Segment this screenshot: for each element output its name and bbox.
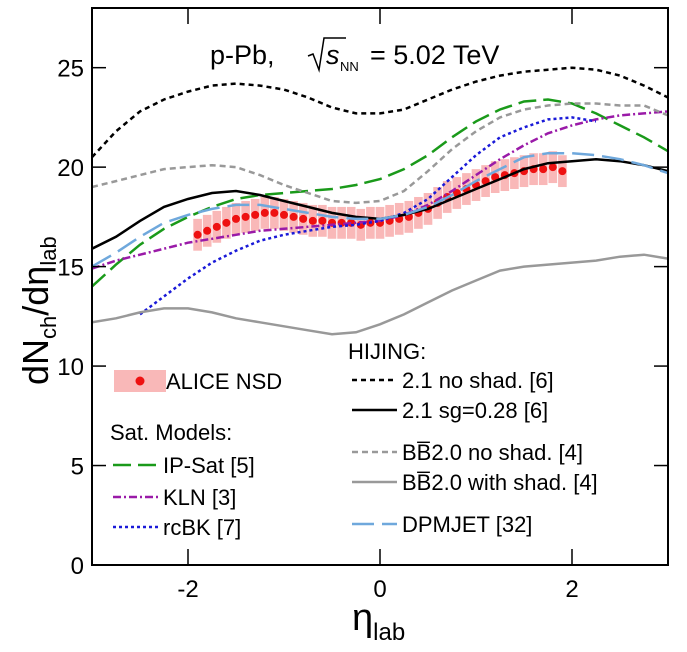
data-point (203, 226, 212, 235)
legend-marker (135, 376, 145, 386)
data-point (212, 222, 221, 231)
legend-label: ALICE NSD (166, 369, 282, 394)
data-point (280, 210, 288, 219)
legend-label: IP-Sat [5] (163, 453, 255, 478)
legend-label: BB̅2.0 no shad. [4] (402, 440, 583, 465)
plot-frame (91, 7, 669, 566)
series-line (92, 110, 668, 270)
data-point (318, 216, 327, 225)
series-line (139, 116, 597, 316)
y-tick-label: 20 (57, 155, 84, 182)
chart-title: = 5.02 TeV (370, 40, 499, 70)
series-line (92, 98, 668, 288)
sqrt-sign (307, 37, 346, 73)
legend-group: HIJING: (348, 339, 426, 364)
data-point (548, 163, 557, 172)
data-point (558, 167, 567, 176)
data-point (270, 208, 279, 217)
data-point (299, 214, 308, 223)
data-point (251, 210, 260, 219)
series-line (92, 253, 668, 336)
chart-title: p-Pb, (210, 40, 275, 70)
series-line (92, 151, 668, 268)
y-tick-label: 5 (71, 454, 84, 481)
legend-label: rcBK [7] (163, 515, 241, 540)
data-point (193, 230, 202, 239)
x-axis-label: ηlab (352, 597, 405, 646)
legend-label: KLN [3] (163, 485, 236, 510)
data-point (289, 212, 298, 221)
legend-label: BB̅2.0 with shad. [4] (402, 470, 598, 495)
data-point (539, 165, 548, 174)
data-point (260, 208, 269, 217)
y-tick-label: 0 (71, 553, 84, 580)
x-tick-label: 2 (565, 576, 578, 603)
chart-title: s (326, 40, 340, 70)
x-tick-label: -2 (177, 576, 198, 603)
legend-label: 2.1 no shad. [6] (402, 368, 554, 393)
chart-title: NN (340, 59, 359, 74)
plot (92, 66, 668, 336)
legend-label: DPMJET [32] (402, 512, 532, 537)
data-point (308, 216, 317, 225)
legend-label: 2.1 sg=0.28 [6] (402, 398, 548, 423)
series-line (92, 66, 668, 159)
data-point (222, 218, 231, 227)
legend-group: Sat. Models: (110, 420, 232, 445)
data-point (241, 212, 250, 221)
y-tick-label: 25 (57, 56, 84, 83)
data-point (232, 214, 240, 223)
y-tick-label: 10 (57, 354, 84, 381)
y-tick-label: 15 (57, 255, 84, 282)
y-axis-label: dNch/dηlab (15, 236, 61, 385)
x-tick-label: 0 (373, 576, 386, 603)
